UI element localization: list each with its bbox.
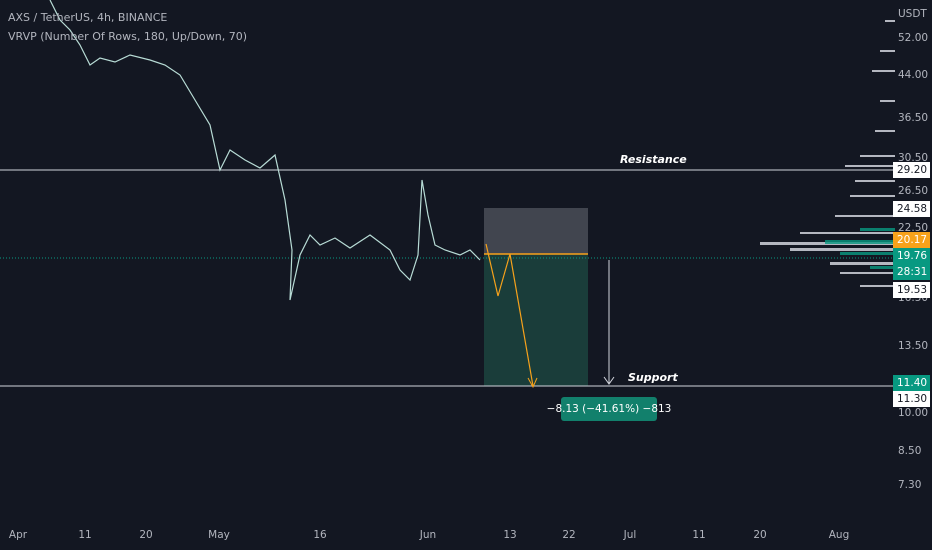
projection-path xyxy=(485,243,534,387)
target-zone xyxy=(484,254,588,386)
price-label: 22.50 xyxy=(898,222,928,234)
time-label: 22 xyxy=(562,529,575,541)
price-label: 8.50 xyxy=(898,445,921,457)
price-marker: 11.30 xyxy=(897,393,927,405)
measure-arrow xyxy=(603,376,615,385)
price-marker: 29.20 xyxy=(897,164,927,176)
stop-zone xyxy=(484,208,588,254)
time-label: Apr xyxy=(9,529,28,541)
resistance-label: Resistance xyxy=(620,153,687,166)
time-label: 20 xyxy=(139,529,152,541)
price-marker-box xyxy=(893,375,930,391)
time-label: 20 xyxy=(753,529,766,541)
time-axis: Apr 11 20 May 16 Jun 13 22 Jul 11 20 Aug xyxy=(9,529,849,541)
price-marker-box xyxy=(893,264,930,280)
price-marker-box xyxy=(893,201,930,217)
price-marker-box xyxy=(893,162,930,178)
time-label: Aug xyxy=(829,529,850,541)
price-label: 36.50 xyxy=(898,112,928,124)
measure-box xyxy=(561,397,657,421)
price-marker: 28:31 xyxy=(897,266,927,278)
time-label: 13 xyxy=(503,529,516,541)
time-label: 16 xyxy=(313,529,327,541)
price-axis: 52.0044.0036.5030.5026.5022.5016.5013.50… xyxy=(893,32,930,491)
price-label: 26.50 xyxy=(898,185,928,197)
price-label: 30.50 xyxy=(898,152,928,164)
currency: USDT xyxy=(898,8,927,20)
price-label: 7.30 xyxy=(898,479,921,491)
price-marker-box xyxy=(893,248,930,264)
price-marker: 19.53 xyxy=(897,284,927,296)
price-marker: 20.17 xyxy=(897,234,927,246)
time-label: Jul xyxy=(623,529,637,541)
time-label: May xyxy=(208,529,230,541)
price-marker-box xyxy=(893,232,930,248)
measure-label: −8.13 (−41.61%) −813 xyxy=(547,403,672,415)
price-marker: 19.76 xyxy=(897,250,927,262)
volume-profile-up xyxy=(825,228,895,269)
time-label: 11 xyxy=(692,529,705,541)
price-label: 10.00 xyxy=(898,407,928,419)
price-marker-box xyxy=(893,282,930,298)
price-marker: 11.40 xyxy=(897,377,927,389)
price-label: 44.00 xyxy=(898,69,928,81)
time-label: 11 xyxy=(78,529,91,541)
symbol-title: AXS / TetherUS, 4h, BINANCE xyxy=(8,11,167,24)
price-label: 52.00 xyxy=(898,32,928,44)
support-label: Support xyxy=(628,371,678,384)
price-label: 13.50 xyxy=(898,340,928,352)
indicator-title: VRVP (Number Of Rows, 180, Up/Down, 70) xyxy=(8,30,247,43)
projection-arrow xyxy=(527,377,538,389)
price-line xyxy=(49,0,481,301)
price-marker-box xyxy=(893,391,930,407)
price-marker: 24.58 xyxy=(897,203,927,215)
time-label: Jun xyxy=(419,529,436,541)
